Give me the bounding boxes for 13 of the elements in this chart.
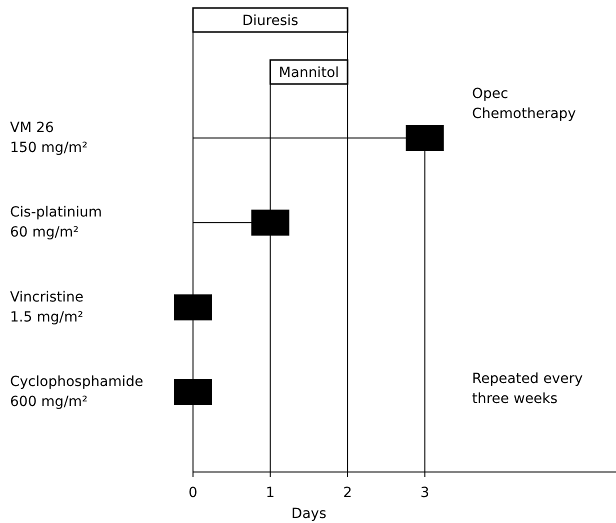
band-label: Mannitol <box>278 65 340 81</box>
x-axis-title: Days <box>291 506 326 522</box>
x-tick-label: 2 <box>343 485 352 501</box>
y-tick-label: Cyclophosphamide 600 mg/m² <box>10 374 144 410</box>
annotation: Repeated every three weeks <box>472 371 583 407</box>
x-tick-label: 0 <box>188 485 198 501</box>
band-label: Diuresis <box>242 13 298 29</box>
x-tick-label: 1 <box>266 485 275 501</box>
y-tick-label: Vincristine 1.5 mg/m² <box>10 289 84 326</box>
annotation: Opec Chemotherapy <box>472 86 576 122</box>
y-tick-label: VM 26 150 mg/m² <box>10 120 88 156</box>
x-tick-label: 3 <box>420 485 430 501</box>
y-tick-label: Cis-platinium 60 mg/m² <box>10 204 102 241</box>
